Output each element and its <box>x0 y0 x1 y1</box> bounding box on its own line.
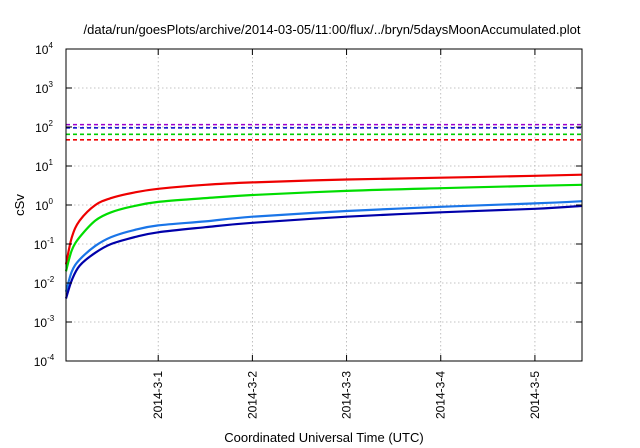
y-tick-label: 10-2 <box>34 275 55 291</box>
x-tick-label: 2014-3-3 <box>340 371 354 419</box>
series-layer <box>64 173 583 299</box>
series-line <box>64 173 583 265</box>
series-line <box>64 183 583 272</box>
x-tick-labels: 2014-3-1 2014-3-2 2014-3-3 2014-3-4 2014-3-5 <box>151 371 542 419</box>
grid-layer <box>66 49 582 361</box>
y-tick-label: 101 <box>35 158 53 174</box>
x-tick-label: 2014-3-1 <box>151 371 165 419</box>
x-axis-title: Coordinated Universal Time (UTC) <box>224 430 423 445</box>
y-tick-labels: 10-4 10-3 10-2 10-1 100 101 102 103 104 <box>34 41 55 369</box>
y-tick-label: 10-1 <box>34 236 55 252</box>
tick-layer <box>66 48 582 362</box>
series-line <box>64 200 583 293</box>
x-tick-label: 2014-3-5 <box>528 371 542 419</box>
series-line <box>64 204 583 299</box>
y-tick-label: 103 <box>35 80 53 96</box>
x-tick-label: 2014-3-4 <box>434 371 448 419</box>
y-tick-label: 104 <box>35 41 53 57</box>
threshold-layer <box>66 123 582 141</box>
y-tick-label: 10-3 <box>34 314 55 330</box>
x-tick-label: 2014-3-2 <box>245 371 259 419</box>
y-tick-label: 10-4 <box>34 353 55 369</box>
y-tick-label: 100 <box>35 197 53 213</box>
chart-title: /data/run/goesPlots/archive/2014-03-05/1… <box>84 22 581 37</box>
y-tick-label: 102 <box>35 119 53 135</box>
y-axis-title: cSv <box>12 194 27 216</box>
